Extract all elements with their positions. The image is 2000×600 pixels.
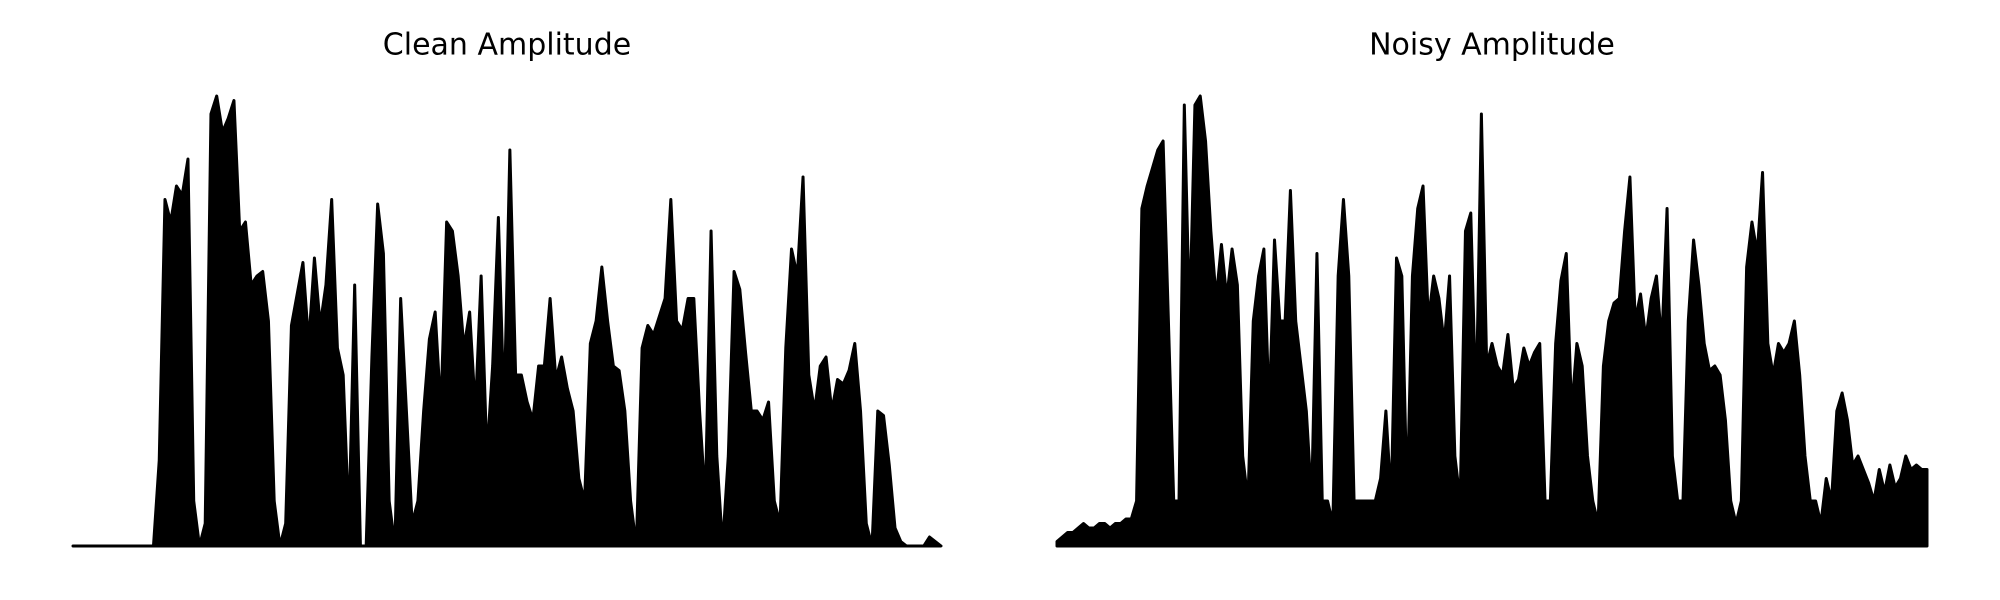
chart-title: Clean Amplitude [383,28,631,63]
amplitude-envelope [71,94,943,548]
amplitude-envelope [1055,94,1929,548]
chart-title: Noisy Amplitude [1369,28,1615,63]
